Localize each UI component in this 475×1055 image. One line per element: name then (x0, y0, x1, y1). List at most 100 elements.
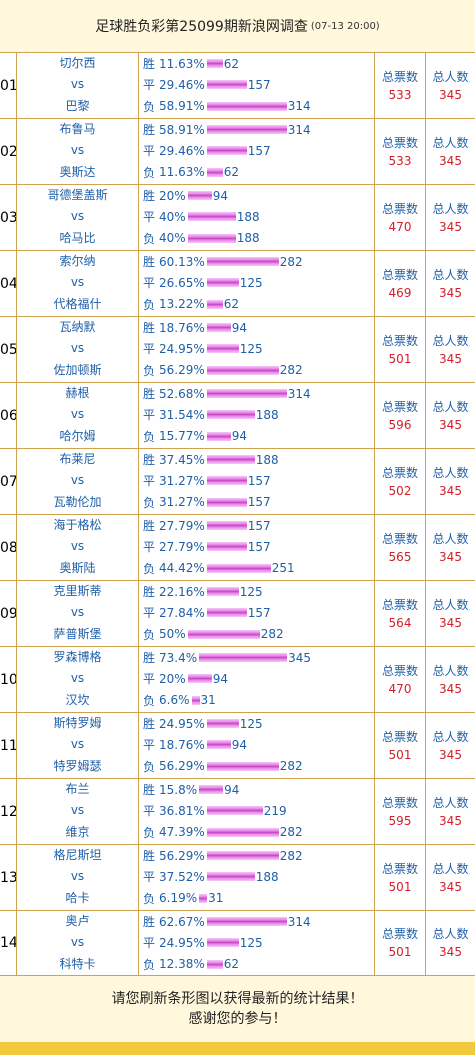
match-row: 11 斯特罗姆 vs 特罗姆瑟 胜 24.95% 125 平 18.76% 94 负 56.29% 28… (0, 712, 475, 778)
vote-bar (206, 827, 279, 837)
vote-count: 188 (255, 452, 279, 467)
outcome-label: 负 (143, 363, 156, 378)
outcome-percent: 13.22% (159, 297, 205, 312)
outcome-label: 胜 (143, 321, 156, 336)
total-people-cell: 总人数 345 (426, 449, 475, 514)
match-row: 02 布鲁马 vs 奥斯达 胜 58.91% 314 平 29.46% 157 负 11.63% 62 总… (0, 118, 475, 184)
outcome-percent: 24.95% (159, 935, 205, 950)
vote-count: 314 (287, 386, 311, 401)
outcome-label: 胜 (143, 519, 156, 534)
outcome-label: 负 (143, 165, 156, 180)
away-team: 维京 (65, 824, 90, 839)
outcome-label: 胜 (143, 717, 156, 732)
match-row: 12 布兰 vs 维京 胜 15.8% 94 平 36.81% 219 负 47.39% 282 总票数 5… (0, 778, 475, 844)
vote-stats: 胜 37.45% 188 平 31.27% 157 负 31.27% 157 (139, 449, 375, 514)
outcome-percent: 40% (159, 231, 186, 246)
outcome-label: 负 (143, 231, 156, 246)
vote-count: 157 (247, 518, 271, 533)
total-votes-label: 总票数 (381, 795, 418, 810)
vote-count: 157 (247, 77, 271, 92)
stat-line: 负 6.6% 31 (139, 690, 374, 711)
vote-stats: 胜 15.8% 94 平 36.81% 219 负 47.39% 282 (139, 779, 375, 844)
total-votes-cell: 总票数 469 (375, 251, 426, 316)
total-votes-label: 总票数 (381, 267, 418, 282)
vs-label: vs (70, 143, 85, 158)
match-row: 13 格尼斯坦 vs 哈卡 胜 56.29% 282 平 37.52% 188 负 6.19% 31 总票… (0, 844, 475, 910)
total-people-cell: 总人数 345 (426, 779, 475, 844)
stat-line: 负 56.29% 282 (139, 360, 374, 381)
total-people-cell: 总人数 345 (426, 515, 475, 580)
home-team: 奥卢 (65, 914, 90, 928)
total-votes-label: 总票数 (381, 399, 418, 414)
vote-bar (206, 851, 279, 861)
total-people-value: 345 (439, 219, 462, 234)
vote-count: 282 (279, 254, 303, 269)
outcome-label: 平 (143, 672, 156, 687)
vote-bar (206, 278, 239, 288)
stat-line: 胜 11.63% 62 (139, 53, 374, 74)
total-votes-value: 533 (388, 153, 412, 168)
match-row: 08 海于格松 vs 奥斯陆 胜 27.79% 157 平 27.79% 157 负 44.42% 25… (0, 514, 475, 580)
total-people-label: 总人数 (432, 729, 469, 744)
match-row: 01 切尔西 vs 巴黎 胜 11.63% 62 平 29.46% 157 负 58.91% 314 总票… (0, 52, 475, 118)
vote-count: 314 (287, 914, 311, 929)
outcome-percent: 40% (159, 209, 186, 224)
stat-line: 负 50% 282 (139, 624, 374, 645)
outcome-label: 胜 (143, 915, 156, 930)
vote-bar (206, 959, 223, 969)
vote-stats: 胜 52.68% 314 平 31.54% 188 负 15.77% 94 (139, 383, 375, 448)
vote-bar (206, 542, 247, 552)
total-people-label: 总人数 (432, 597, 469, 612)
total-people-cell: 总人数 345 (426, 119, 475, 184)
vote-stats: 胜 73.4% 345 平 20% 94 负 6.6% 31 (139, 647, 375, 712)
vs-label: vs (70, 407, 85, 422)
total-people-cell: 总人数 345 (426, 317, 475, 382)
total-people-label: 总人数 (432, 69, 469, 84)
stat-line: 平 27.79% 157 (139, 536, 374, 557)
outcome-percent: 58.91% (159, 122, 205, 137)
vote-stats: 胜 11.63% 62 平 29.46% 157 负 58.91% 314 (139, 53, 375, 118)
total-people-label: 总人数 (432, 663, 469, 678)
vote-count: 125 (239, 584, 263, 599)
total-votes-value: 596 (388, 417, 412, 432)
total-people-cell: 总人数 345 (426, 713, 475, 778)
vote-bar (206, 80, 247, 90)
total-people-value: 345 (439, 681, 462, 696)
total-votes-cell: 总票数 501 (375, 317, 426, 382)
outcome-percent: 60.13% (159, 254, 205, 269)
match-row: 06 赫根 vs 哈尔姆 胜 52.68% 314 平 31.54% 188 负 15.77% 94 总票… (0, 382, 475, 448)
outcome-label: 负 (143, 561, 156, 576)
outcome-percent: 56.29% (159, 363, 205, 378)
total-people-cell: 总人数 345 (426, 53, 475, 118)
outcome-percent: 6.6% (159, 693, 190, 708)
match-row: 10 罗森博格 vs 汉坎 胜 73.4% 345 平 20% 94 负 6.6% 31 总票数 470 总人… (0, 646, 475, 712)
vs-label: vs (70, 539, 85, 554)
stat-line: 平 29.46% 157 (139, 140, 374, 161)
outcome-percent: 22.16% (159, 584, 205, 599)
outcome-label: 平 (143, 606, 156, 621)
vote-bar (206, 101, 287, 111)
vote-count: 31 (200, 693, 216, 708)
stat-line: 负 6.19% 31 (139, 888, 374, 909)
total-people-value: 345 (439, 87, 462, 102)
stat-line: 平 31.54% 188 (139, 404, 374, 425)
total-votes-value: 565 (388, 549, 412, 564)
vote-bar (187, 674, 212, 684)
vote-count: 62 (223, 957, 240, 972)
vote-bar (206, 761, 279, 771)
total-people-cell: 总人数 345 (426, 251, 475, 316)
outcome-label: 平 (143, 276, 156, 291)
match-number: 14 (0, 935, 18, 951)
outcome-percent: 58.91% (159, 99, 205, 114)
outcome-percent: 11.63% (159, 56, 205, 71)
away-team: 代格福什 (53, 296, 102, 311)
page-title: 足球胜负彩第25099期新浪网调查 (95, 19, 308, 35)
stat-line: 平 24.95% 125 (139, 932, 374, 953)
outcome-label: 负 (143, 627, 156, 642)
total-people-cell: 总人数 345 (426, 185, 475, 250)
vote-count: 282 (279, 759, 303, 774)
outcome-label: 胜 (143, 387, 156, 402)
match-number: 09 (0, 605, 18, 622)
vote-bar (206, 608, 247, 618)
total-people-value: 345 (439, 813, 462, 828)
